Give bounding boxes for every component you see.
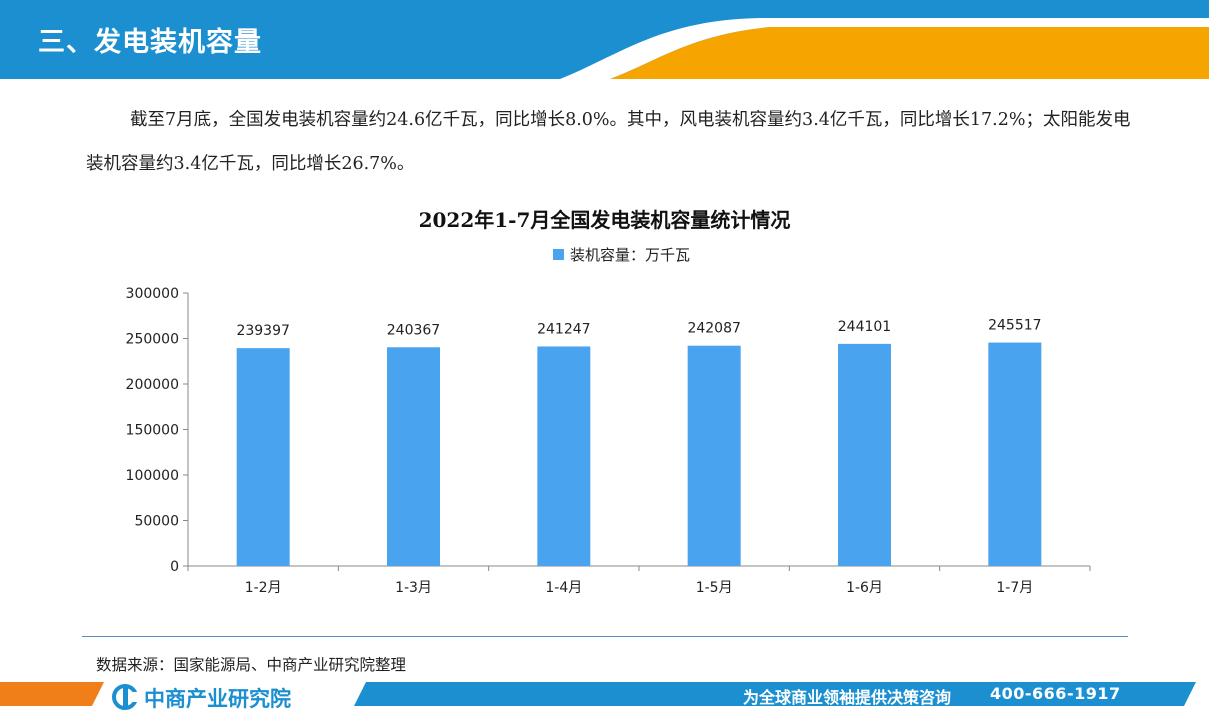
- bar: [838, 343, 891, 566]
- bar: [537, 346, 591, 566]
- bar: [687, 345, 741, 566]
- logo-icon: [112, 684, 140, 710]
- section-title: 三、发电装机容量: [38, 27, 262, 58]
- source-divider: [82, 636, 1128, 637]
- y-tick-label: 150000: [126, 423, 179, 439]
- y-tick-label: 0: [170, 559, 179, 575]
- x-tick-label: 1-5月: [696, 580, 733, 596]
- x-tick-label: 1-2月: [245, 580, 282, 596]
- y-tick-label: 250000: [126, 332, 179, 348]
- bar: [236, 348, 290, 566]
- intro-paragraph: 截至7月底，全国发电装机容量约24.6亿千瓦，同比增长8.0%。其中，风电装机容…: [86, 98, 1136, 186]
- legend-swatch: [553, 249, 564, 260]
- bar: [988, 342, 1042, 566]
- data-label: 240367: [387, 322, 440, 338]
- data-label: 241247: [537, 321, 590, 337]
- intro-text: 截至7月底，全国发电装机容量约24.6亿千瓦，同比增长8.0%。其中，风电装机容…: [86, 110, 1131, 174]
- x-tick-label: 1-6月: [846, 580, 883, 596]
- chart-legend: 装机容量：万千瓦: [553, 244, 690, 265]
- y-tick-label: 100000: [126, 468, 179, 484]
- y-tick-label: 300000: [126, 286, 179, 302]
- footer-band: [0, 682, 1196, 706]
- data-source: 数据来源：国家能源局、中商产业研究院整理: [96, 656, 407, 674]
- legend-label: 装机容量：万千瓦: [570, 246, 691, 264]
- data-label: 245517: [988, 318, 1041, 334]
- data-label: 242087: [687, 321, 740, 337]
- bar: [387, 347, 440, 566]
- y-tick-label: 200000: [126, 377, 179, 393]
- chart-title: 2022年1-7月全国发电装机容量统计情况: [418, 208, 791, 232]
- y-tick-label: 50000: [134, 514, 179, 530]
- footer-logo: 中商产业研究院: [144, 687, 291, 711]
- x-tick-label: 1-7月: [996, 580, 1033, 596]
- footer-slogan: 为全球商业领袖提供决策咨询: [743, 688, 952, 707]
- x-tick-label: 1-4月: [545, 580, 582, 596]
- data-label: 244101: [838, 319, 891, 335]
- data-label: 239397: [236, 323, 289, 339]
- footer-phone: 400-666-1917: [990, 684, 1121, 703]
- x-tick-label: 1-3月: [395, 580, 432, 596]
- header-band: [0, 0, 1209, 79]
